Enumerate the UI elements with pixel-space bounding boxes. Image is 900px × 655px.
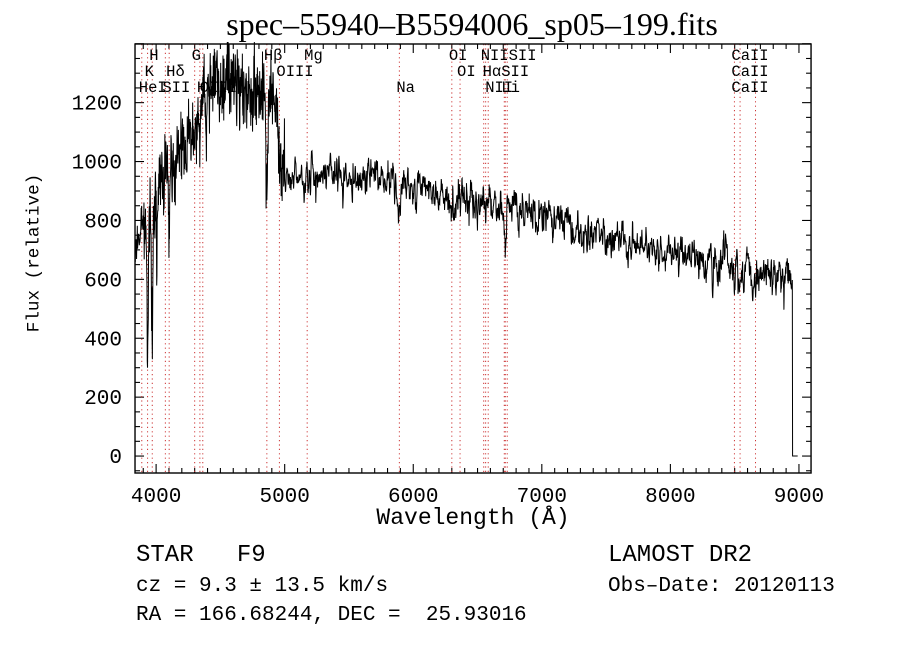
- svg-text:800: 800: [84, 211, 122, 234]
- svg-text:Mg: Mg: [304, 47, 323, 65]
- svg-text:Wavelength (Å): Wavelength (Å): [376, 504, 569, 531]
- svg-text:OI: OI: [457, 63, 476, 81]
- svg-text:Obs–Date: 20120113: Obs–Date: 20120113: [608, 575, 835, 598]
- svg-text:G: G: [192, 47, 201, 65]
- svg-text:Flux (relative): Flux (relative): [25, 174, 45, 332]
- svg-text:5000: 5000: [259, 486, 309, 509]
- svg-text:9000: 9000: [774, 486, 824, 509]
- svg-text:CaII: CaII: [731, 79, 768, 97]
- svg-text:600: 600: [84, 270, 122, 293]
- svg-text:Hδ: Hδ: [166, 63, 185, 81]
- svg-text:1000: 1000: [72, 153, 122, 176]
- svg-text:OIII: OIII: [200, 79, 237, 97]
- svg-text:LAMOST DR2: LAMOST DR2: [608, 542, 752, 569]
- svg-text:STAR F9: STAR F9: [136, 542, 266, 569]
- svg-text:OIII: OIII: [276, 63, 313, 81]
- svg-text:cz = 9.3 ± 13.5 km/s: cz = 9.3 ± 13.5 km/s: [136, 575, 388, 598]
- svg-text:spec–55940–B5594006_sp05–199.f: spec–55940–B5594006_sp05–199.fits: [226, 6, 718, 42]
- svg-text:1200: 1200: [72, 94, 122, 117]
- svg-text:Na: Na: [396, 79, 415, 97]
- svg-text:RA = 166.68244, DEC = 25.9301: RA = 166.68244, DEC = 25.93016: [136, 604, 527, 627]
- svg-text:SII: SII: [162, 79, 190, 97]
- svg-text:400: 400: [84, 329, 122, 352]
- svg-text:4000: 4000: [131, 486, 181, 509]
- svg-text:Li: Li: [501, 79, 520, 97]
- svg-text:0: 0: [109, 447, 122, 470]
- svg-text:8000: 8000: [645, 486, 695, 509]
- svg-text:200: 200: [84, 388, 122, 411]
